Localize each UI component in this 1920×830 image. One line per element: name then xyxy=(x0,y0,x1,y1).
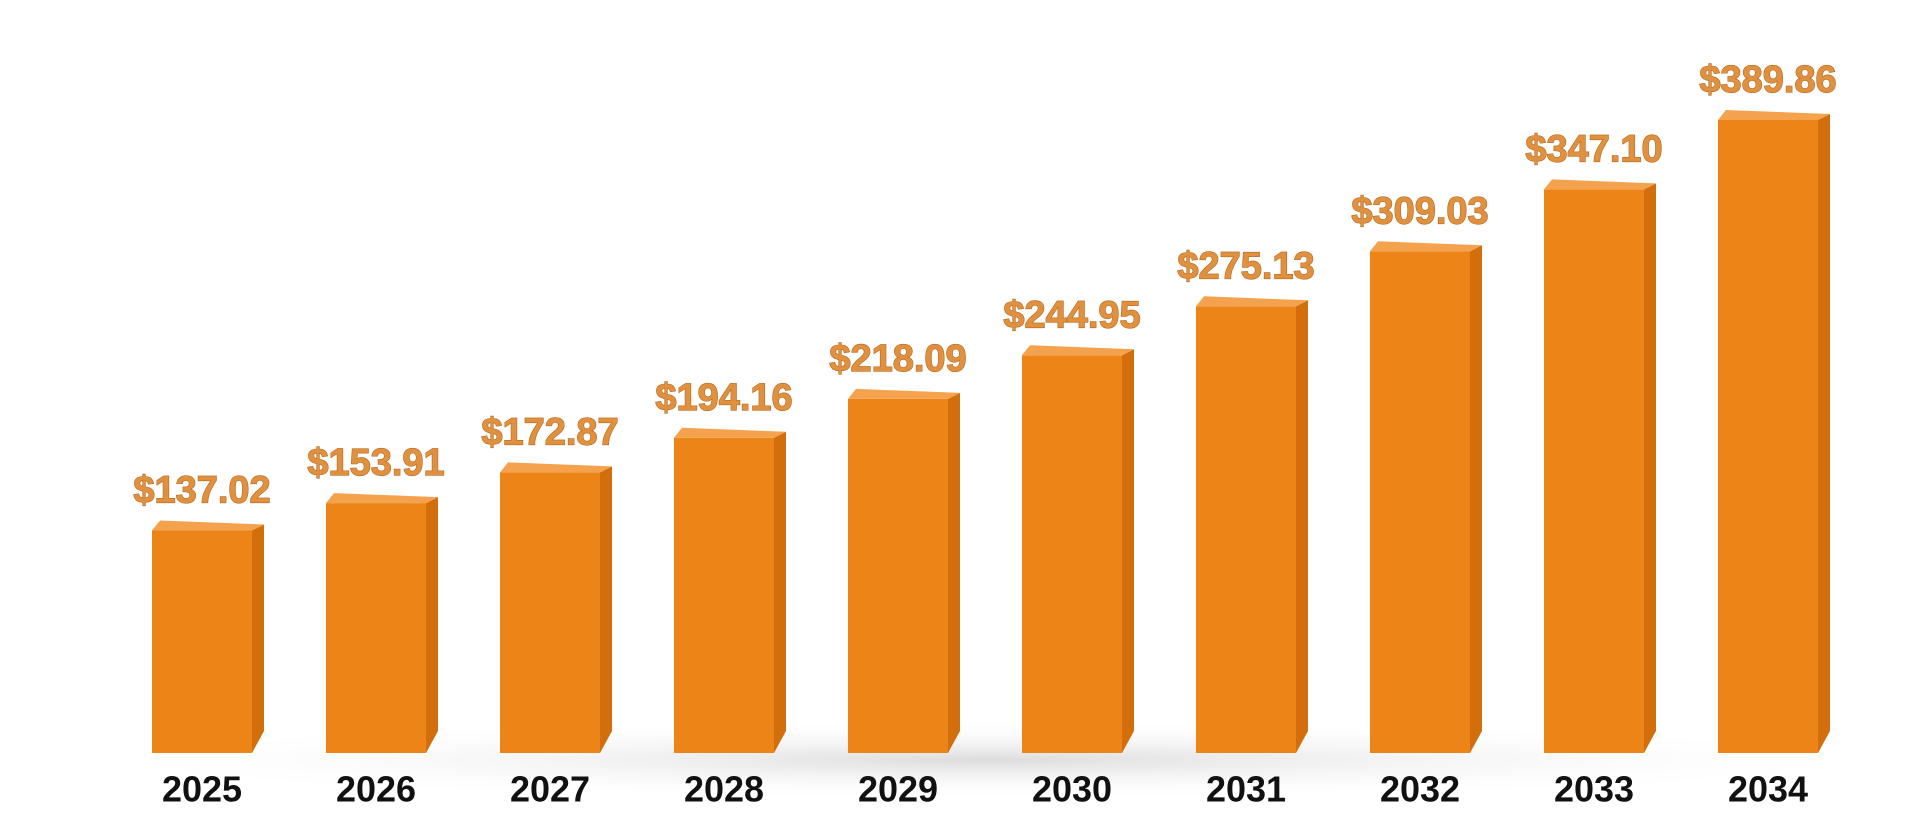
bar-front xyxy=(674,437,774,753)
bar-top xyxy=(1544,179,1656,190)
value-label: $153.91 xyxy=(307,442,444,484)
value-label: $275.13 xyxy=(1177,245,1314,287)
x-tick-label: 2033 xyxy=(1554,769,1634,810)
x-tick-label: 2034 xyxy=(1728,769,1808,810)
bar-front xyxy=(1196,306,1296,753)
bar xyxy=(1718,110,1830,753)
bar-front xyxy=(152,530,252,753)
x-tick-label: 2025 xyxy=(162,769,242,810)
value-label: $309.03 xyxy=(1351,190,1488,232)
bar-side xyxy=(1470,245,1482,753)
bar xyxy=(1022,345,1134,753)
value-label: $172.87 xyxy=(481,411,618,453)
bar-top xyxy=(1718,110,1830,120)
x-tick-label: 2026 xyxy=(336,769,416,810)
bar-front xyxy=(1022,355,1122,753)
bar-top xyxy=(152,520,264,531)
x-tick-label: 2031 xyxy=(1206,769,1286,810)
x-tick-label: 2030 xyxy=(1032,769,1112,810)
bar-side xyxy=(600,466,612,753)
bar-side xyxy=(252,524,264,753)
value-label: $218.09 xyxy=(829,338,966,380)
bar-top xyxy=(1022,345,1134,356)
bar xyxy=(1544,179,1656,754)
bar-top xyxy=(1370,241,1482,252)
bar xyxy=(674,427,786,753)
bar-front xyxy=(848,398,948,753)
bar-front xyxy=(326,503,426,753)
value-label: $347.10 xyxy=(1525,128,1662,170)
bar-side xyxy=(1122,349,1134,753)
bar-side xyxy=(1296,300,1308,753)
bar xyxy=(1370,241,1482,753)
bar-front xyxy=(1370,251,1470,753)
bar-front xyxy=(1544,189,1644,754)
bar-front xyxy=(1718,120,1818,753)
bar xyxy=(326,493,438,753)
value-label: $194.16 xyxy=(655,377,792,419)
x-tick-label: 2032 xyxy=(1380,769,1460,810)
value-label: $389.86 xyxy=(1699,59,1836,101)
bar-top xyxy=(500,462,612,473)
value-label: $137.02 xyxy=(133,470,270,512)
bar-side xyxy=(1644,183,1656,754)
bar-side xyxy=(774,431,786,753)
value-label: $244.95 xyxy=(1003,294,1140,336)
bar xyxy=(1196,296,1308,753)
bar xyxy=(848,388,960,753)
bar-side xyxy=(1818,114,1830,753)
bar-front xyxy=(500,472,600,753)
bar-top xyxy=(848,388,960,399)
x-tick-label: 2027 xyxy=(510,769,590,810)
bar-top xyxy=(326,493,438,504)
bar-top xyxy=(674,427,786,438)
bar-side xyxy=(948,392,960,753)
bar xyxy=(500,462,612,753)
bar-side xyxy=(426,497,438,753)
x-tick-label: 2028 xyxy=(684,769,764,810)
bar xyxy=(152,520,264,753)
x-tick-label: 2029 xyxy=(858,769,938,810)
bar-top xyxy=(1196,296,1308,307)
